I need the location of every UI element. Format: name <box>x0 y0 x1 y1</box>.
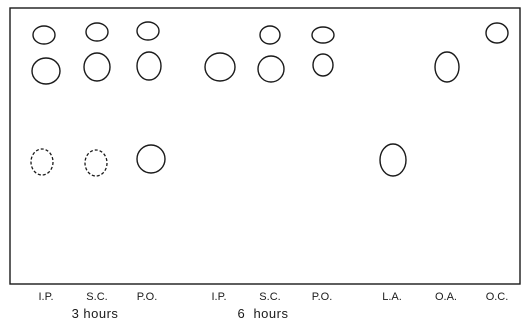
spot-ip3-lower <box>30 148 54 176</box>
lane-labels: I.P. S.C. P.O. I.P. S.C. P.O. L.A. O.A. … <box>38 291 508 303</box>
plate-frame <box>9 7 521 285</box>
spot-sc6-top <box>259 25 281 45</box>
lane-label-po-6h: P.O. <box>312 291 333 303</box>
spot-sc3-top <box>85 22 109 42</box>
spot-sc3-second <box>83 52 111 82</box>
spot-po3-lower <box>136 144 166 174</box>
lane-label-ip-6h: I.P. <box>211 291 226 303</box>
lane-label-oa: O.A. <box>435 291 457 303</box>
lane-label-sc-6h: S.C. <box>259 291 280 303</box>
lane-label-po-3h: P.O. <box>137 291 158 303</box>
spot-po6-top <box>311 26 335 44</box>
spot-oa-second <box>434 51 460 83</box>
spot-sc6-second <box>257 55 285 83</box>
spot-oc-top <box>485 22 509 44</box>
spot-po3-top <box>136 21 160 41</box>
spot-la-lower <box>379 143 407 177</box>
spot-ip3-top <box>32 25 56 45</box>
spot-ip3-second <box>31 57 61 85</box>
spot-sc3-lower <box>84 149 108 177</box>
lane-label-sc-3h: S.C. <box>86 291 107 303</box>
group-labels: 3 hours 6 hours <box>72 306 289 321</box>
lane-label-la: L.A. <box>382 291 402 303</box>
lane-label-oc: O.C. <box>486 291 509 303</box>
spot-po3-second <box>136 51 162 81</box>
group-label-3-hours: 3 hours <box>72 306 119 321</box>
spot-ip6-second <box>204 52 236 82</box>
spot-layer <box>30 21 509 177</box>
lane-label-ip-3h: I.P. <box>38 291 53 303</box>
spot-po6-second <box>312 53 334 77</box>
group-label-6-hours: 6 hours <box>238 306 289 321</box>
